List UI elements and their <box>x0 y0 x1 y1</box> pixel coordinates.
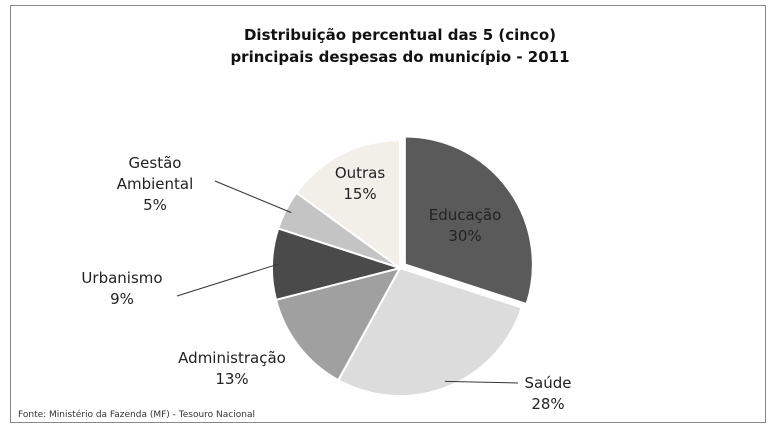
leader-line <box>444 380 519 384</box>
leader-line <box>214 180 292 214</box>
leader-line <box>176 263 279 297</box>
slice-label: Saúde 28% <box>513 373 583 415</box>
slice-name: Urbanismo <box>81 269 163 287</box>
slice-label: Educação 30% <box>410 205 520 247</box>
slice-value: 15% <box>343 185 377 203</box>
slice-value: 28% <box>531 395 565 413</box>
slice-name: Saúde <box>524 374 572 392</box>
slice-name: Administração <box>178 349 286 367</box>
slice-label: Gestão Ambiental 5% <box>100 153 210 216</box>
slice-name: Educação <box>428 206 502 224</box>
pie-slice <box>295 138 401 270</box>
slice-value: 9% <box>110 290 134 308</box>
slice-label: Administração 13% <box>162 348 302 390</box>
slice-name: Outras <box>334 164 386 182</box>
slice-label: Outras 15% <box>325 163 395 205</box>
source-note: Fonte: Ministério da Fazenda (MF) - Teso… <box>18 410 255 420</box>
chart-frame <box>10 5 766 423</box>
pie-slice <box>274 266 402 382</box>
slice-name: Gestão Ambiental <box>116 154 194 193</box>
pie-slice <box>336 266 523 397</box>
chart-title: Distribuição percentual das 5 (cinco) pr… <box>230 26 570 66</box>
slice-value: 13% <box>215 370 249 388</box>
slice-value: 5% <box>143 196 167 214</box>
slice-label: Urbanismo 9% <box>72 268 172 310</box>
pie-slice <box>403 135 534 306</box>
slice-value: 30% <box>448 227 482 245</box>
